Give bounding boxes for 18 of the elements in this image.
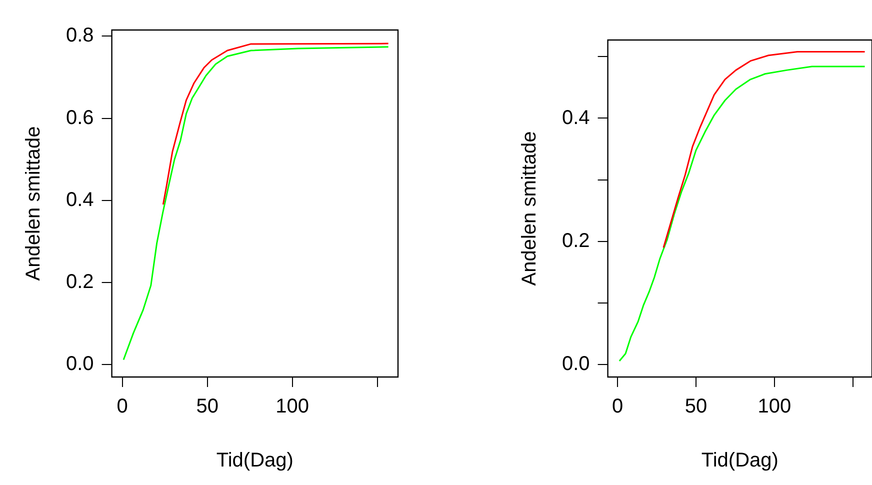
- x-axis-title: Tid(Dag): [701, 450, 778, 472]
- y-axis-title: Andelen smittade: [518, 131, 541, 286]
- y-tick-label: 0.8: [66, 24, 94, 47]
- y-tick-label: 0.0: [562, 353, 590, 376]
- y-tick-label: 0.4: [66, 188, 94, 211]
- x-tick-label: 0: [612, 396, 624, 418]
- y-tick-label: 0.2: [66, 271, 94, 294]
- x-tick-label: 50: [196, 396, 218, 418]
- y-tick-label: 0.2: [562, 230, 590, 252]
- x-tick-label: 100: [276, 396, 309, 418]
- y-tick-label: 0.6: [66, 106, 94, 129]
- y-tick-label: 0.0: [66, 353, 94, 376]
- x-tick-label: 50: [684, 396, 708, 418]
- y-tick-label: 0.4: [562, 106, 590, 129]
- x-tick-label: 100: [758, 396, 792, 418]
- y-axis-title: Andelen smittade: [22, 126, 45, 281]
- x-tick-label: 0: [116, 396, 128, 418]
- x-axis-title: Tid(Dag): [216, 450, 294, 472]
